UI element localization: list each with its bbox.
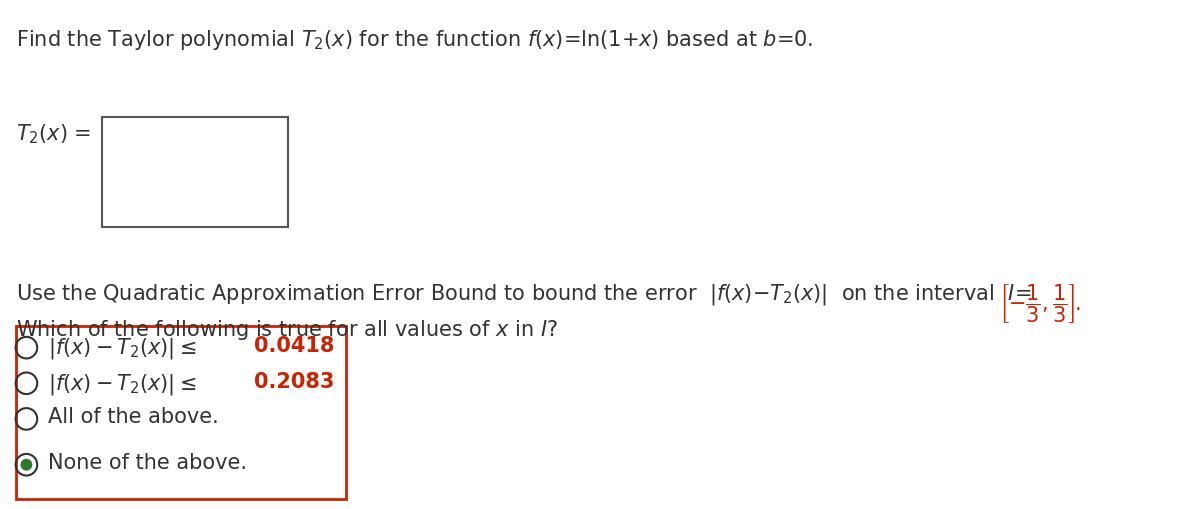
Text: Find the Taylor polynomial $T_2(x)$ for the function $f(x)$=ln(1+$x$) based at $: Find the Taylor polynomial $T_2(x)$ for …	[16, 28, 812, 52]
Text: $\!\left[-\dfrac{1}{3},\dfrac{1}{3}\right]\!.$: $\!\left[-\dfrac{1}{3},\dfrac{1}{3}\righ…	[1002, 282, 1080, 325]
Text: None of the above.: None of the above.	[48, 453, 247, 473]
Text: $T_2(x)$ =: $T_2(x)$ =	[16, 122, 91, 146]
Text: All of the above.: All of the above.	[48, 407, 218, 427]
Text: 0.0418: 0.0418	[254, 336, 335, 356]
Text: Use the Quadratic Approximation Error Bound to bound the error  $|f(x){-}T_2(x)|: Use the Quadratic Approximation Error Bo…	[16, 282, 1031, 307]
Bar	[16, 326, 346, 499]
Text: 0.2083: 0.2083	[254, 372, 335, 391]
Text: $|f(x)-T_2(x)|\leq\ $: $|f(x)-T_2(x)|\leq\ $	[48, 336, 197, 361]
Bar	[102, 117, 288, 227]
Ellipse shape	[20, 459, 32, 471]
Text: $|f(x)-T_2(x)|\leq\ $: $|f(x)-T_2(x)|\leq\ $	[48, 372, 197, 397]
Text: Which of the following is true for all values of $x$ in $I$?: Which of the following is true for all v…	[16, 318, 558, 342]
